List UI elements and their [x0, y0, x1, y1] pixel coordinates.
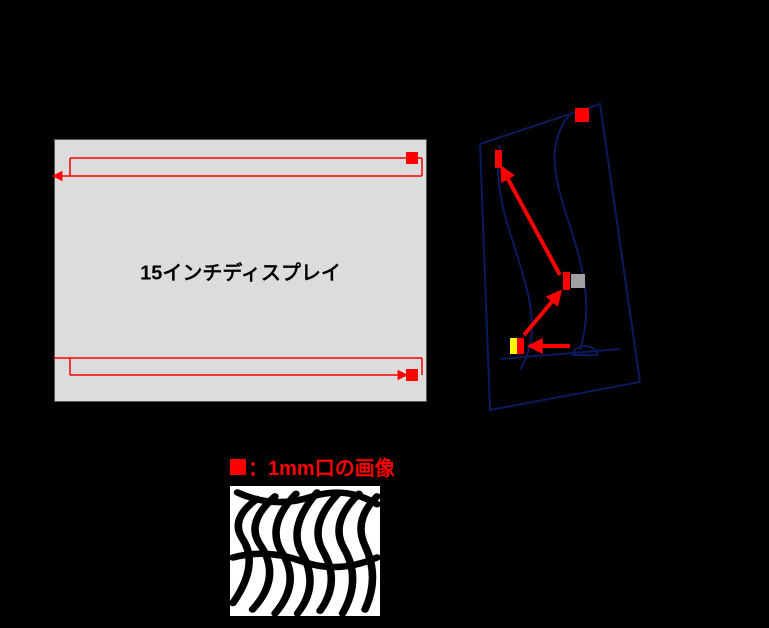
texture-sample	[230, 486, 380, 616]
legend-text: ：1mm口の画像	[248, 452, 395, 481]
display-label: 15インチディスプレイ	[140, 256, 341, 285]
diagram-canvas: 15インチディスプレイ ：1mm口の画像	[0, 0, 769, 628]
legend-square-icon	[230, 459, 246, 475]
legend-1mm: ：1mm口の画像	[230, 452, 395, 481]
